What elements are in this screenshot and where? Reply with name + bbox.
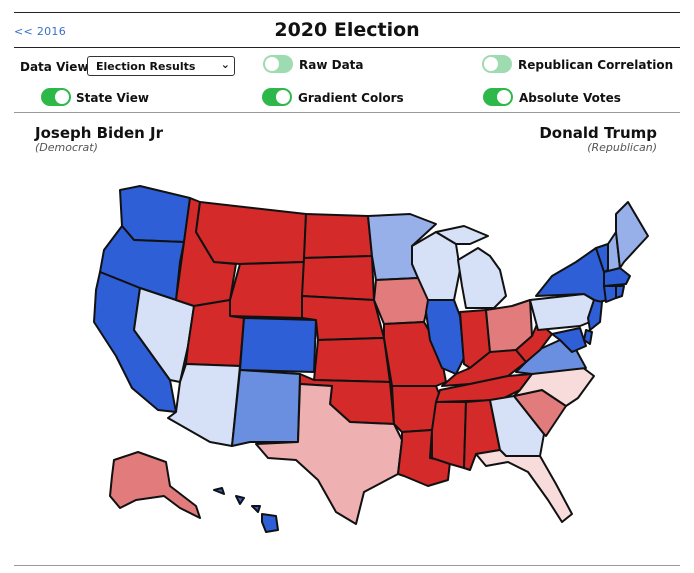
state-me[interactable] xyxy=(615,201,649,269)
democrat-party-label: (Democrat) xyxy=(35,141,98,154)
state-sd[interactable] xyxy=(301,255,375,301)
absolute-votes-label: Absolute Votes xyxy=(519,91,621,105)
header-rule xyxy=(14,47,680,48)
state-ri[interactable] xyxy=(615,285,625,299)
gradient-colors-toggle[interactable] xyxy=(262,88,292,106)
state-ct[interactable] xyxy=(603,285,617,303)
state-ak[interactable] xyxy=(109,451,201,519)
toggle-knob xyxy=(265,57,279,71)
top-rule xyxy=(14,12,680,13)
republican-correlation-toggle[interactable] xyxy=(482,55,512,73)
state-mi[interactable] xyxy=(435,225,507,309)
state-wy[interactable] xyxy=(229,261,305,319)
data-view-label: Data View: xyxy=(20,60,94,74)
toggle-knob xyxy=(55,90,69,104)
state-ms[interactable] xyxy=(431,401,467,469)
state-md[interactable] xyxy=(551,327,587,353)
state-de[interactable] xyxy=(583,329,593,345)
toggle-knob xyxy=(276,90,290,104)
state-nd[interactable] xyxy=(303,213,373,259)
democrat-candidate-name: Joseph Biden Jr xyxy=(35,124,163,142)
state-co[interactable] xyxy=(239,317,317,373)
state-mt[interactable] xyxy=(195,201,307,265)
state-ks[interactable] xyxy=(313,337,391,383)
state-ny[interactable] xyxy=(535,247,609,303)
previous-election-link[interactable]: << 2016 xyxy=(14,25,67,38)
state-tx[interactable] xyxy=(255,383,403,525)
toggle-knob xyxy=(497,90,511,104)
state-hi[interactable] xyxy=(213,487,279,533)
toggle-knob xyxy=(484,57,498,71)
data-view-selected-value: Election Results xyxy=(96,60,196,73)
state-wa[interactable] xyxy=(119,185,191,243)
state-view-toggle[interactable] xyxy=(41,88,71,106)
absolute-votes-toggle[interactable] xyxy=(483,88,513,106)
raw-data-label: Raw Data xyxy=(299,58,364,72)
data-view-select[interactable]: Election Results ⌄ xyxy=(87,56,235,76)
state-nm[interactable] xyxy=(231,369,301,447)
state-pa[interactable] xyxy=(529,293,595,331)
state-nj[interactable] xyxy=(587,299,603,331)
republican-correlation-label: Republican Correlation xyxy=(518,58,674,72)
state-ma[interactable] xyxy=(603,267,631,287)
gradient-colors-label: Gradient Colors xyxy=(298,91,404,105)
republican-candidate-name: Donald Trump xyxy=(539,124,657,142)
page-title: 2020 Election xyxy=(274,19,420,41)
controls-rule xyxy=(14,112,680,113)
raw-data-toggle[interactable] xyxy=(263,55,293,73)
bottom-rule xyxy=(14,565,680,566)
state-fl[interactable] xyxy=(475,449,573,523)
state-view-label: State View xyxy=(76,91,149,105)
republican-party-label: (Republican) xyxy=(587,141,657,154)
chevron-down-icon: ⌄ xyxy=(220,58,230,71)
